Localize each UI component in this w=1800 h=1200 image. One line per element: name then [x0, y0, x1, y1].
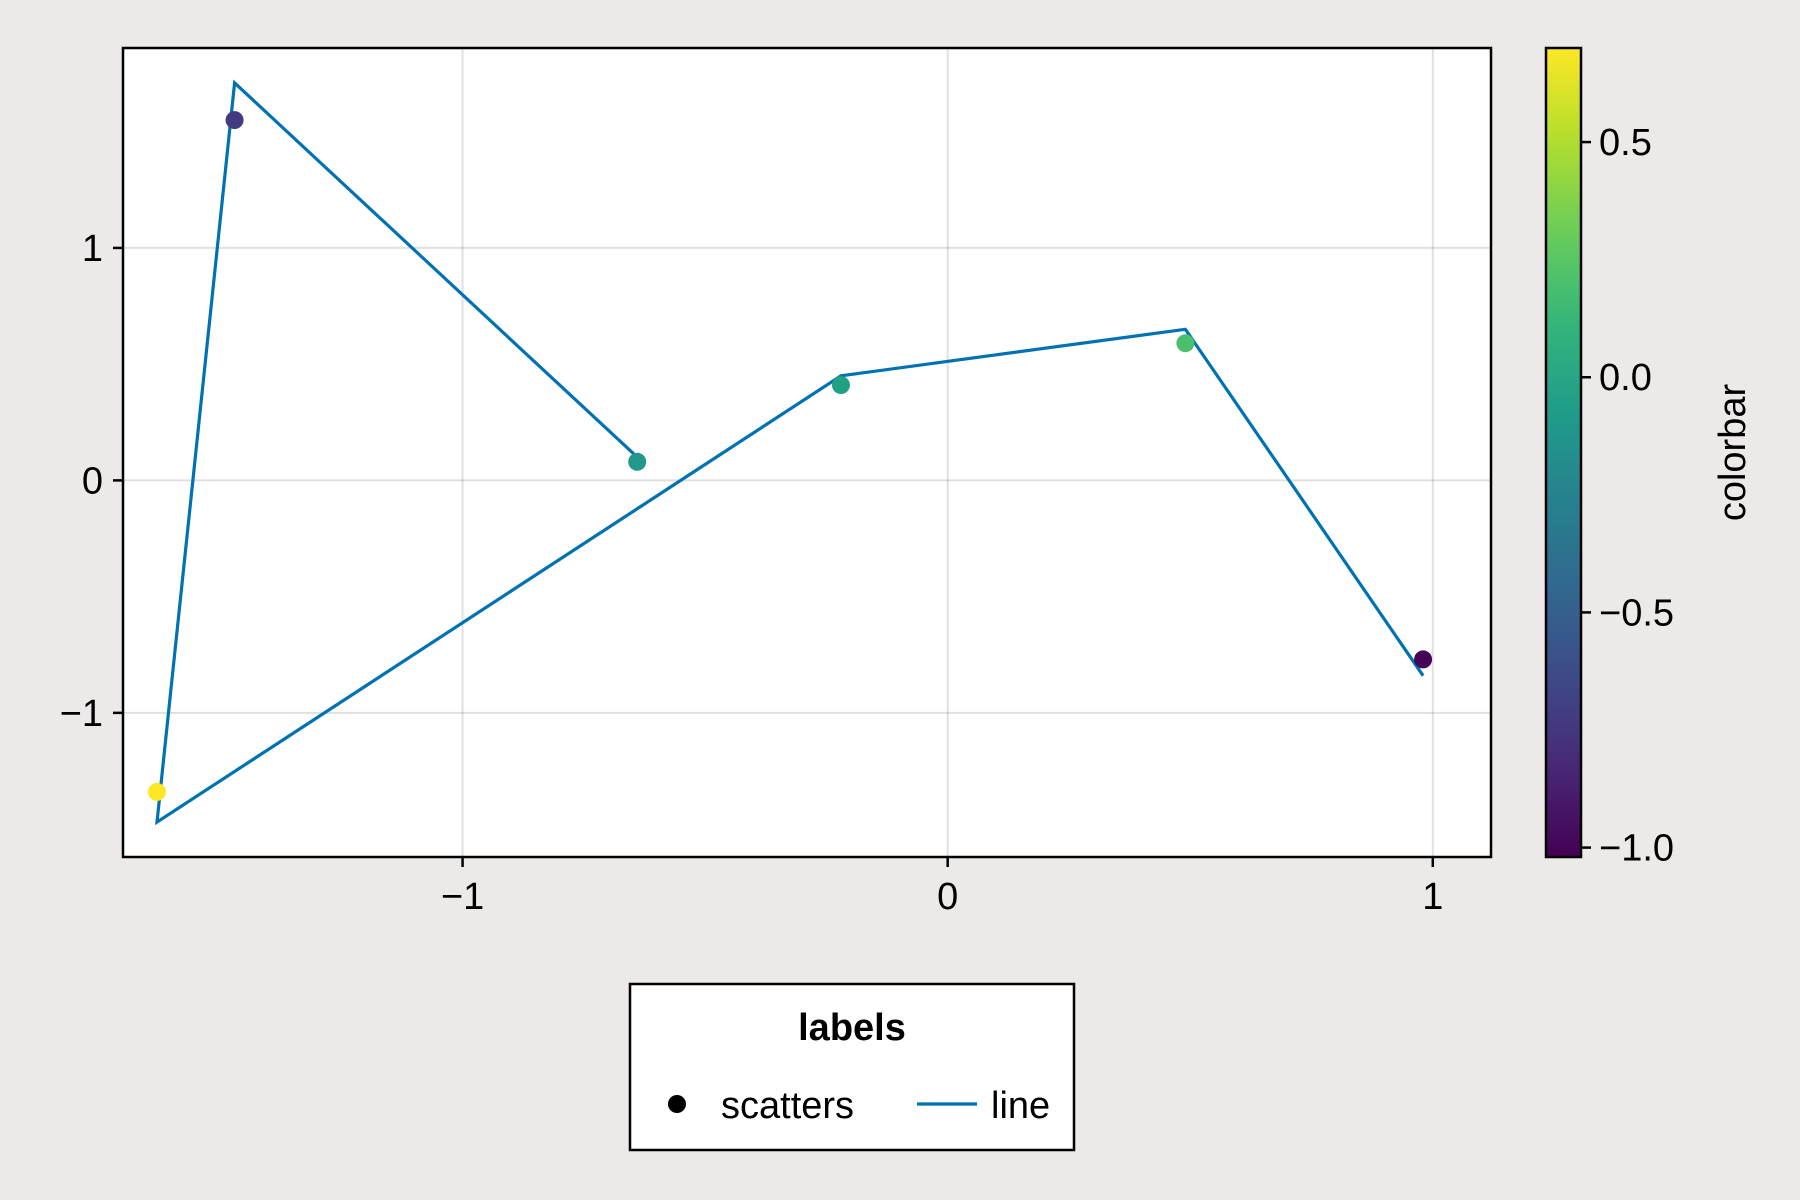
x-tick-label: 0	[937, 876, 958, 918]
plot-area: −1 0 1 −1 0 1	[60, 46, 1493, 918]
scatter-point	[1414, 650, 1433, 669]
x-tick-label: 1	[1422, 876, 1443, 918]
scatter-point	[147, 782, 166, 801]
scatter-point	[628, 452, 647, 471]
colorbar-tick-label: −1.0	[1599, 828, 1674, 870]
y-tick-label: −1	[60, 693, 103, 735]
line-series	[155, 79, 1425, 826]
legend: labels scatters line	[628, 982, 1076, 1152]
y-tick-label: 0	[82, 460, 103, 502]
colorbar-tick-label: 0.0	[1599, 357, 1652, 399]
plot-frame	[121, 46, 1493, 859]
scatter-point	[831, 376, 850, 395]
colorbar-tick-label: −0.5	[1599, 592, 1674, 634]
legend-entry-scatters: scatters	[721, 1085, 854, 1127]
plot-background	[123, 48, 1491, 857]
x-tick-label: −1	[441, 876, 484, 918]
scatter-point	[225, 111, 244, 130]
colorbar-bar	[1544, 46, 1583, 859]
colorbar-label: colorbar	[1712, 384, 1754, 522]
scatter-point	[1176, 334, 1195, 353]
y-tick-label: 1	[82, 228, 103, 270]
legend-entry-line: line	[991, 1085, 1050, 1127]
legend-title: labels	[798, 1007, 906, 1049]
legend-scatter-marker	[668, 1095, 686, 1113]
colorbar-tick-label: 0.5	[1599, 122, 1652, 164]
legend-box	[628, 982, 1076, 1152]
colorbar: −1.0 −0.5 0.0 0.5 colorbar	[1544, 46, 1754, 870]
